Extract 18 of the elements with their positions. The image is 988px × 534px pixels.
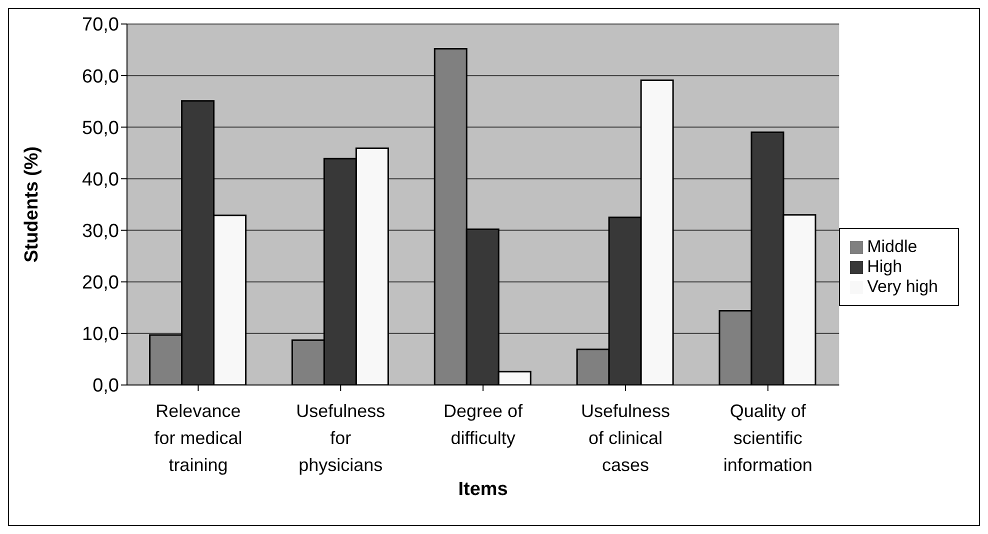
x-tick-label: Degree of difficulty: [444, 401, 524, 448]
x-tick-label: Usefulness for physicians: [296, 401, 386, 475]
legend-label: High: [867, 257, 902, 276]
y-tick-label: 70,0: [82, 14, 119, 36]
y-tick-label: 50,0: [82, 118, 119, 139]
legend-label: Very high: [867, 277, 938, 296]
y-axis-title: Students (%): [22, 146, 43, 263]
y-tick-label: 30,0: [82, 221, 119, 242]
y-tick-label: 20,0: [82, 272, 119, 294]
y-tick-label: 0,0: [92, 376, 119, 397]
x-tick-label: Usefulness of clinical cases: [580, 401, 670, 475]
y-tick-label: 40,0: [82, 169, 119, 190]
x-tick-label: Relevance for medical training: [154, 401, 242, 475]
y-tick-label: 60,0: [82, 66, 119, 88]
legend-label: Middle: [867, 237, 918, 256]
y-tick-label: 10,0: [82, 324, 119, 346]
x-axis-title: Items: [458, 479, 508, 500]
x-tick-label: Quality of scientific information: [723, 401, 812, 475]
